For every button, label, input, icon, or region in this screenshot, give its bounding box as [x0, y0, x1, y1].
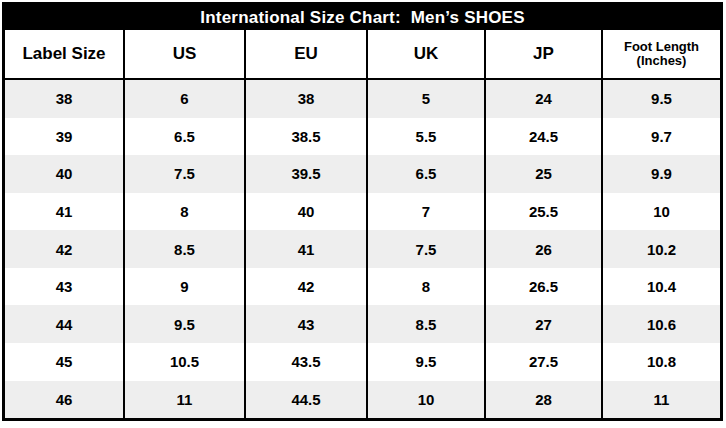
table-cell: 5 — [368, 80, 486, 118]
table-cell: 43.5 — [246, 343, 368, 381]
column-header-uk: UK — [368, 30, 486, 78]
size-chart-table: International Size Chart: Men’s SHOES La… — [2, 2, 723, 421]
table-cell: 9.7 — [603, 118, 720, 156]
table-cell: 7.5 — [368, 230, 486, 268]
table-cell: 10.5 — [125, 343, 246, 381]
table-cell: 26 — [486, 230, 603, 268]
table-cell: 40 — [246, 193, 368, 231]
table-row: 386385249.5 — [5, 80, 720, 118]
table-body: 386385249.5396.538.55.524.59.7407.539.56… — [5, 80, 720, 418]
table-row: 41840725.510 — [5, 193, 720, 231]
table-cell: 45 — [5, 343, 125, 381]
table-cell: 24.5 — [486, 118, 603, 156]
table-cell: 41 — [5, 193, 125, 231]
table-cell: 39.5 — [246, 155, 368, 193]
table-cell: 10 — [368, 381, 486, 419]
table-cell: 8 — [125, 193, 246, 231]
column-header-jp: JP — [486, 30, 603, 78]
table-cell: 46 — [5, 381, 125, 419]
table-cell: 10.2 — [603, 230, 720, 268]
table-row: 407.539.56.5259.9 — [5, 155, 720, 193]
table-cell: 38 — [5, 80, 125, 118]
table-cell: 11 — [125, 381, 246, 419]
table-cell: 11 — [603, 381, 720, 419]
table-cell: 25.5 — [486, 193, 603, 231]
table-cell: 9 — [125, 268, 246, 306]
table-cell: 40 — [5, 155, 125, 193]
table-cell: 43 — [246, 305, 368, 343]
table-cell: 38 — [246, 80, 368, 118]
column-header-eu: EU — [246, 30, 368, 78]
table-cell: 6.5 — [125, 118, 246, 156]
table-cell: 9.5 — [603, 80, 720, 118]
table-cell: 10.4 — [603, 268, 720, 306]
table-cell: 27.5 — [486, 343, 603, 381]
table-cell: 38.5 — [246, 118, 368, 156]
column-header-foot-length: Foot Length (Inches) — [603, 30, 720, 78]
table-row: 428.5417.52610.2 — [5, 230, 720, 268]
column-header-us: US — [125, 30, 246, 78]
table-cell: 5.5 — [368, 118, 486, 156]
table-cell: 26.5 — [486, 268, 603, 306]
table-cell: 6.5 — [368, 155, 486, 193]
table-cell: 42 — [246, 268, 368, 306]
table-cell: 28 — [486, 381, 603, 419]
size-chart-page: International Size Chart: Men’s SHOES La… — [0, 0, 726, 428]
column-header-label-size: Label Size — [5, 30, 125, 78]
table-row: 449.5438.52710.6 — [5, 305, 720, 343]
table-cell: 42 — [5, 230, 125, 268]
table-cell: 9.5 — [368, 343, 486, 381]
table-title: International Size Chart: Men’s SHOES — [5, 5, 720, 30]
table-cell: 39 — [5, 118, 125, 156]
table-row: 4510.543.59.527.510.8 — [5, 343, 720, 381]
table-cell: 7.5 — [125, 155, 246, 193]
table-row: 461144.5102811 — [5, 381, 720, 419]
table-cell: 6 — [125, 80, 246, 118]
table-cell: 41 — [246, 230, 368, 268]
table-cell: 8.5 — [125, 230, 246, 268]
table-cell: 9.9 — [603, 155, 720, 193]
table-cell: 10.8 — [603, 343, 720, 381]
table-cell: 7 — [368, 193, 486, 231]
table-cell: 10.6 — [603, 305, 720, 343]
table-cell: 10 — [603, 193, 720, 231]
table-cell: 25 — [486, 155, 603, 193]
table-row: 43942826.510.4 — [5, 268, 720, 306]
table-cell: 44.5 — [246, 381, 368, 419]
table-cell: 8 — [368, 268, 486, 306]
table-header-row: Label Size US EU UK JP Foot Length (Inch… — [5, 30, 720, 80]
table-cell: 27 — [486, 305, 603, 343]
table-cell: 8.5 — [368, 305, 486, 343]
table-cell: 9.5 — [125, 305, 246, 343]
table-row: 396.538.55.524.59.7 — [5, 118, 720, 156]
table-cell: 43 — [5, 268, 125, 306]
table-cell: 24 — [486, 80, 603, 118]
table-cell: 44 — [5, 305, 125, 343]
